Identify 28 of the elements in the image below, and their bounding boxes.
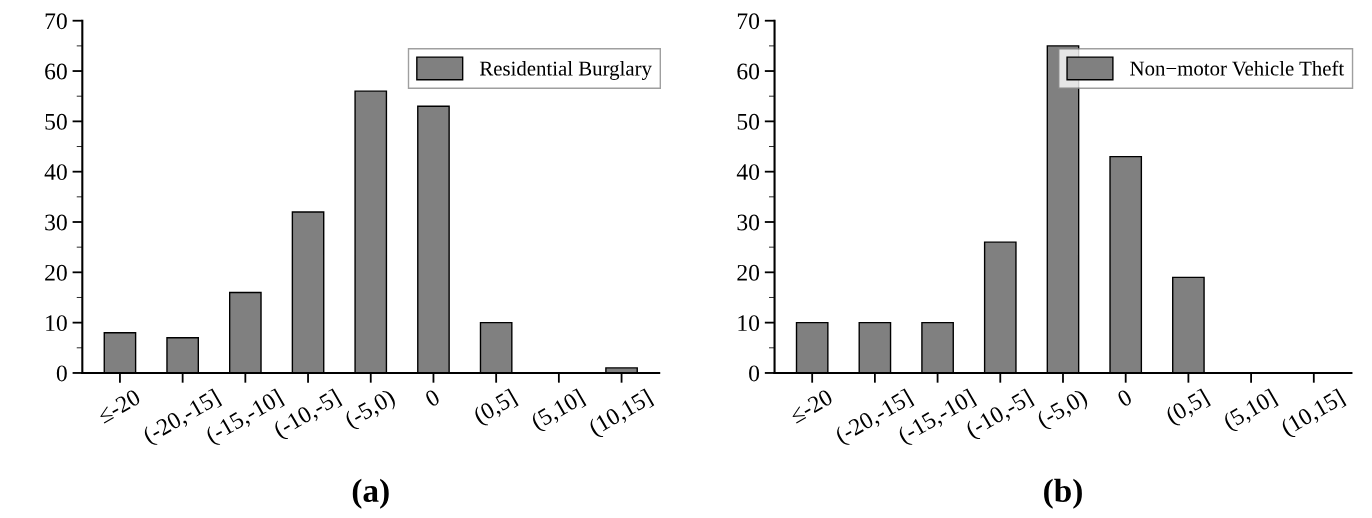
legend-label: Residential Burglary (479, 60, 652, 80)
y-tick-label: 70 (45, 13, 67, 30)
y-tick-label: 10 (46, 315, 67, 332)
text: (b) (1044, 478, 1082, 509)
text: (a) (352, 478, 389, 509)
x-tick-label: (0,5] (472, 388, 520, 429)
legend-label: Non−motor Vehicle Theft (1130, 60, 1345, 76)
y-tick-label: 50 (45, 113, 67, 130)
y-tick-label: 50 (737, 113, 760, 130)
y-tick-label: 20 (737, 264, 760, 281)
y-tick-label: 70 (737, 13, 760, 30)
x-tick-label: 0 (1116, 388, 1133, 408)
x-tick-label: ≤-20 (788, 388, 834, 424)
y-tick-label: 10 (738, 315, 760, 332)
y-tick-label: 0 (56, 365, 67, 382)
x-tick-label: 0 (424, 388, 441, 408)
x-tick-label: (0,5] (1164, 388, 1212, 429)
y-tick-label: 30 (45, 214, 67, 231)
y-tick-label: 60 (737, 63, 760, 80)
y-tick-label: 40 (736, 164, 760, 181)
x-tick-label: (-5,0) (1035, 388, 1091, 433)
x-tick-label: (-5,0) (343, 388, 399, 433)
x-tick-label: ≤-20 (96, 388, 142, 424)
y-tick-label: 30 (737, 214, 760, 231)
y-tick-label: 40 (44, 164, 67, 181)
y-tick-label: 60 (45, 63, 67, 80)
y-tick-label: 20 (45, 264, 67, 281)
y-tick-label: 0 (749, 365, 760, 382)
